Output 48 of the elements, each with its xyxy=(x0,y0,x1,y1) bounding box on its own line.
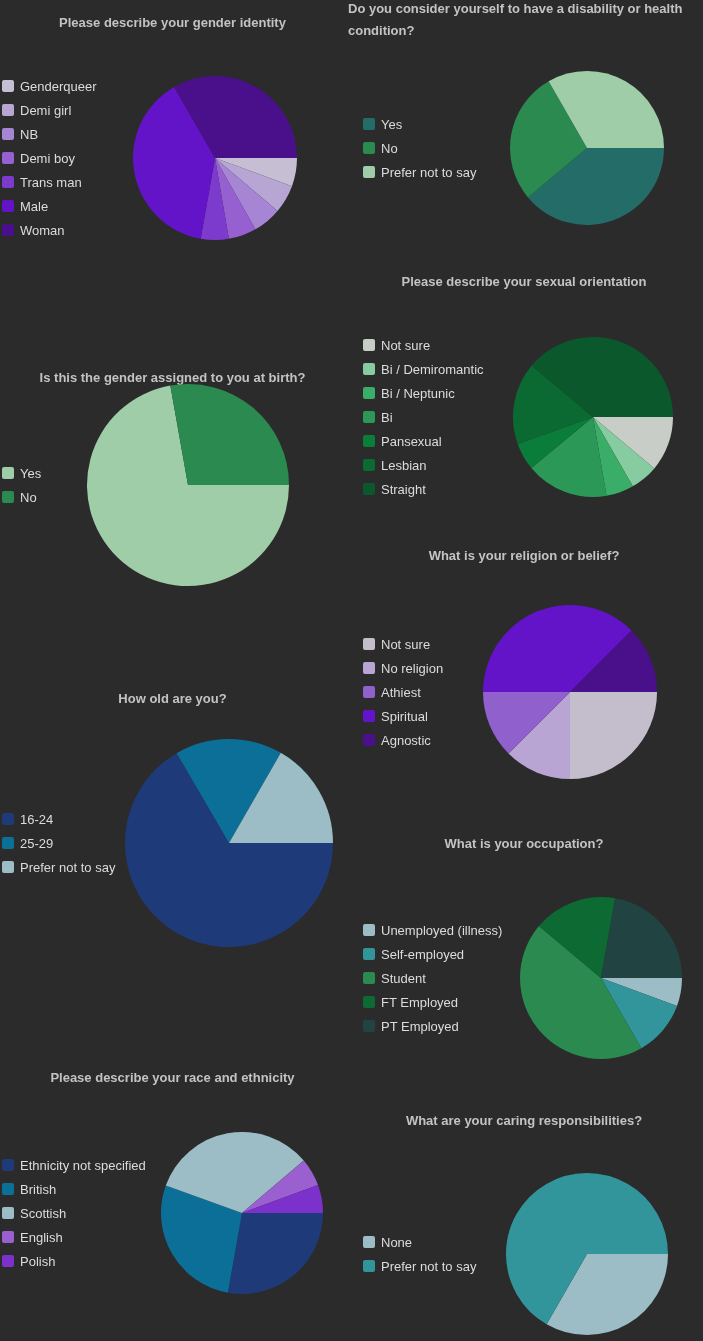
legend-label: Ethnicity not specified xyxy=(20,1157,146,1173)
legend-label: No xyxy=(381,140,398,156)
legend-label: Demi boy xyxy=(20,150,75,166)
legend-label: Demi girl xyxy=(20,102,72,118)
legend-label: Prefer not to say xyxy=(381,164,477,180)
legend-label: 25-29 xyxy=(20,835,54,851)
legend-label: Self-employed xyxy=(381,946,465,962)
legend-label: Scottish xyxy=(20,1205,67,1221)
legend-label: Not sure xyxy=(381,337,431,353)
legend-label: Not sure xyxy=(381,636,431,652)
legend-label: Straight xyxy=(381,481,426,497)
legend-label: Spiritual xyxy=(381,708,428,724)
legend-label: English xyxy=(20,1229,63,1245)
legend-label: Bi / Neptunic xyxy=(381,385,455,401)
legend-label: Athiest xyxy=(381,684,421,700)
chart-title: What is your occupation? xyxy=(443,835,605,853)
legend-label: No religion xyxy=(381,660,444,676)
legend-label: Yes xyxy=(20,465,42,481)
legend-label: No xyxy=(20,489,37,505)
legend-label: None xyxy=(381,1234,413,1250)
legend-label: Lesbian xyxy=(381,457,427,473)
chart-title: Please describe your race and ethnicity xyxy=(49,1069,296,1087)
legend-label: Bi xyxy=(381,409,393,425)
chart-title: Is this the gender assigned to you at birth? xyxy=(38,369,307,387)
chart-title: Do you consider yourself to have a disability or health condition? xyxy=(348,0,684,40)
legend-label: Polish xyxy=(20,1253,56,1269)
legend-label: Prefer not to say xyxy=(381,1258,477,1274)
legend-label: Woman xyxy=(20,222,65,238)
chart-title: What is your religion or belief? xyxy=(427,547,621,565)
legend-label: FT Employed xyxy=(381,994,459,1010)
chart-title: How old are you? xyxy=(117,690,228,708)
legend-label: British xyxy=(20,1181,57,1197)
legend-label: Genderqueer xyxy=(20,78,97,94)
legend-label: Prefer not to say xyxy=(20,859,116,875)
legend-label: 16-24 xyxy=(20,811,54,827)
legend-label: Agnostic xyxy=(381,732,431,748)
legend-label: Trans man xyxy=(20,174,82,190)
legend-label: Student xyxy=(381,970,426,986)
chart-title: Please describe your gender identity xyxy=(58,14,287,32)
legend-label: Pansexual xyxy=(381,433,442,449)
legend-label: Unemployed (illness) xyxy=(381,922,503,938)
legend-label: Yes xyxy=(381,116,403,132)
legend-label: PT Employed xyxy=(381,1018,459,1034)
legend-label: NB xyxy=(20,126,39,142)
legend-label: Bi / Demiromantic xyxy=(381,361,484,377)
chart-title: Please describe your sexual orientation xyxy=(400,273,648,291)
chart-title: What are your caring responsibilities? xyxy=(404,1112,644,1130)
legend-label: Male xyxy=(20,198,49,214)
